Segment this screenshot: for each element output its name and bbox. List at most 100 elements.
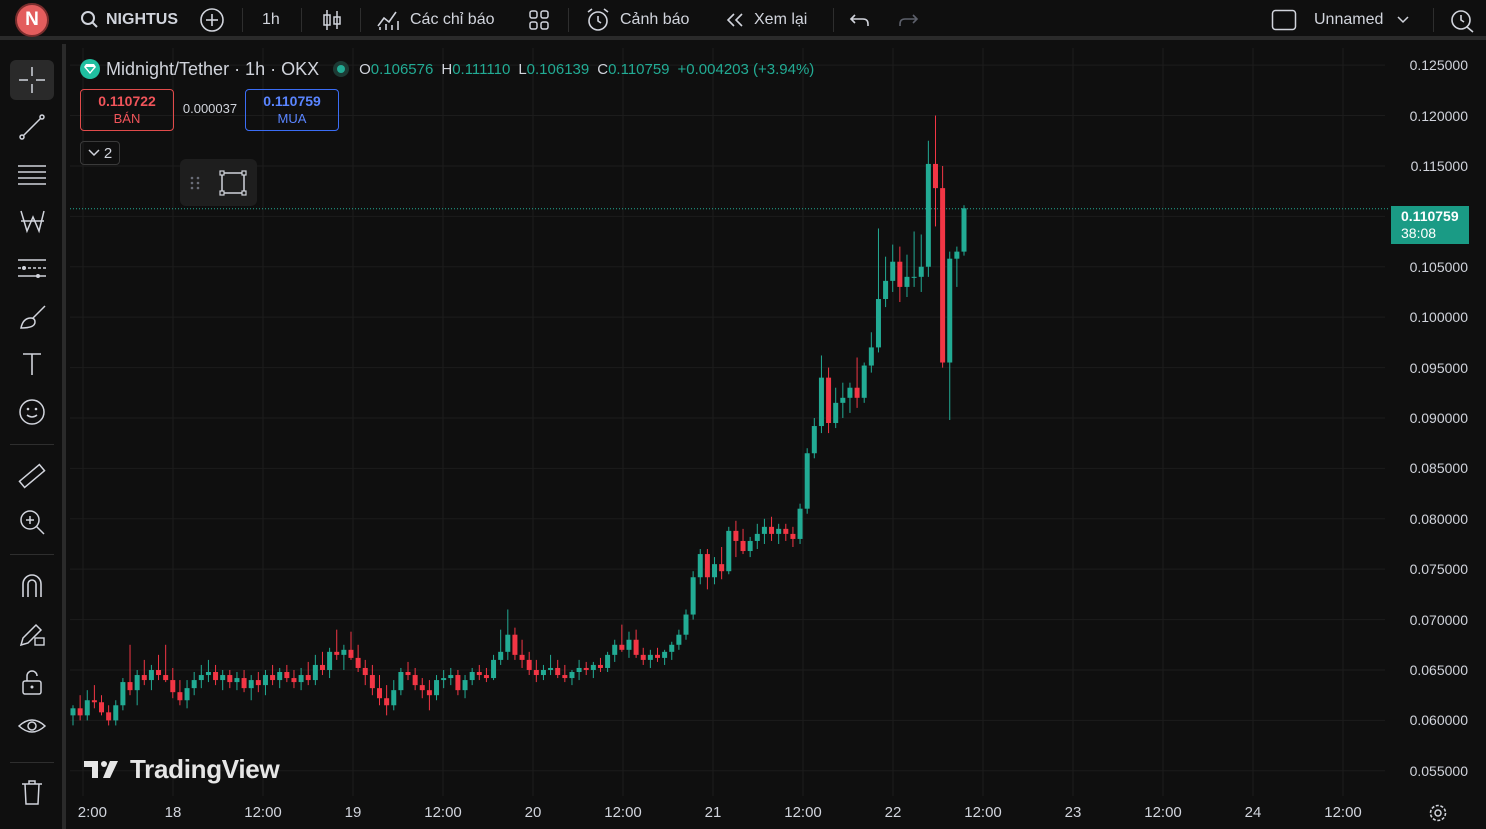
candle xyxy=(469,667,475,686)
candle xyxy=(205,659,211,683)
candle xyxy=(277,667,283,689)
candle-body xyxy=(419,685,425,691)
indicators-collapse-button[interactable]: 2 xyxy=(80,141,120,165)
magnet-icon xyxy=(22,574,42,597)
candle-body xyxy=(156,669,162,676)
candle-body xyxy=(712,564,718,578)
alerts-button[interactable]: Cảnh báo xyxy=(585,0,689,40)
zoom-tool[interactable] xyxy=(10,502,54,542)
candle-body xyxy=(583,667,589,670)
candle-body xyxy=(341,649,347,655)
lock-drawings-tool[interactable] xyxy=(10,662,54,702)
time-tick-label: 12:00 xyxy=(424,804,462,821)
magnet-tool[interactable] xyxy=(10,566,54,606)
candle-body xyxy=(932,163,938,189)
candle-body xyxy=(619,644,625,650)
candle xyxy=(861,362,867,403)
undo-button[interactable] xyxy=(849,0,871,40)
candle-body xyxy=(191,680,197,689)
stay-in-drawing-mode-tool[interactable] xyxy=(10,614,54,654)
candle xyxy=(712,557,718,585)
time-tick-label: 12:00 xyxy=(604,804,642,821)
layout-button[interactable]: Unnamed xyxy=(1271,0,1409,40)
redo-button[interactable] xyxy=(897,0,919,40)
user-avatar[interactable]: N xyxy=(15,3,49,37)
candle-body xyxy=(868,347,874,366)
pencil-lock-icon xyxy=(19,623,45,647)
candle xyxy=(241,669,247,693)
settings-gear-icon[interactable] xyxy=(1427,802,1449,824)
candle-body xyxy=(213,672,219,681)
candle-body xyxy=(70,708,76,716)
candle xyxy=(120,678,126,711)
candle-body xyxy=(833,402,839,424)
candle xyxy=(270,664,276,686)
candle xyxy=(91,685,97,709)
brush-tool[interactable] xyxy=(10,297,54,337)
candle xyxy=(654,647,660,662)
measure-tool[interactable] xyxy=(10,456,54,496)
crosshair-tool[interactable] xyxy=(10,60,54,100)
sell-button[interactable]: 0.110722 BÁN xyxy=(80,89,174,131)
candle-body xyxy=(298,675,304,683)
hide-drawings-tool[interactable] xyxy=(10,706,54,746)
candle-body xyxy=(441,678,447,681)
candle xyxy=(284,664,290,683)
clock-search-icon xyxy=(1451,10,1474,33)
candle-body xyxy=(840,397,846,403)
trend-line-tool[interactable] xyxy=(10,107,54,147)
candle-body xyxy=(141,675,147,681)
candle xyxy=(99,695,105,716)
candle xyxy=(341,644,347,670)
candle xyxy=(590,661,596,679)
time-tick-label: 19 xyxy=(344,804,362,821)
emoji-tool[interactable] xyxy=(10,392,54,432)
chart-legend: Midnight/Tether · 1h · OKX O 0.106576 H 0.… xyxy=(80,58,814,80)
replay-button[interactable]: Xem lại xyxy=(724,0,807,40)
candle xyxy=(384,685,390,716)
drag-handle-icon[interactable] xyxy=(188,173,202,193)
pattern-tool[interactable] xyxy=(10,202,54,242)
tradingview-watermark[interactable]: TradingView xyxy=(84,754,280,784)
divider xyxy=(10,762,54,763)
candle-body xyxy=(163,675,169,681)
fib-tool[interactable] xyxy=(10,155,54,195)
plus-circle-icon xyxy=(200,8,224,32)
candle-body xyxy=(426,690,432,696)
templates-button[interactable] xyxy=(528,0,550,40)
text-tool[interactable] xyxy=(10,344,54,384)
price-tick-label: 0.105000 xyxy=(1409,258,1468,275)
candle-body xyxy=(697,554,703,578)
symbol-search-button[interactable]: NIGHTUS xyxy=(80,0,178,40)
candle-body xyxy=(548,667,554,670)
candle-body xyxy=(455,675,461,691)
market-status-icon[interactable] xyxy=(333,61,350,77)
chart-type-button[interactable] xyxy=(320,0,344,40)
unlock-icon xyxy=(22,670,42,695)
candle-body xyxy=(434,680,440,696)
candle-body xyxy=(676,634,682,645)
interval-button[interactable]: 1h xyxy=(262,11,280,28)
candle-body xyxy=(170,680,176,693)
candle-body xyxy=(91,700,97,703)
indicators-button[interactable]: Các chỉ báo xyxy=(376,0,495,40)
candle-body xyxy=(284,672,290,679)
candle-body xyxy=(291,678,297,683)
smiley-icon xyxy=(19,399,45,425)
redo-icon xyxy=(899,14,919,26)
candle-body xyxy=(747,540,753,552)
rectangle-icon[interactable] xyxy=(218,168,248,198)
forecast-tool[interactable] xyxy=(10,249,54,289)
quick-search-button[interactable] xyxy=(1449,0,1475,40)
candle-body xyxy=(377,688,383,699)
compare-symbol-button[interactable] xyxy=(199,0,225,40)
candle-body xyxy=(483,675,489,679)
time-tick-label: 18 xyxy=(164,804,182,821)
candle xyxy=(932,115,938,227)
candle xyxy=(526,651,532,676)
remove-drawings-tool[interactable] xyxy=(10,772,54,812)
buy-button[interactable]: 0.110759 MUA xyxy=(245,89,339,131)
legend-pair[interactable]: Midnight/Tether · 1h · OKX xyxy=(106,58,320,79)
drawing-toolbar xyxy=(0,44,66,829)
